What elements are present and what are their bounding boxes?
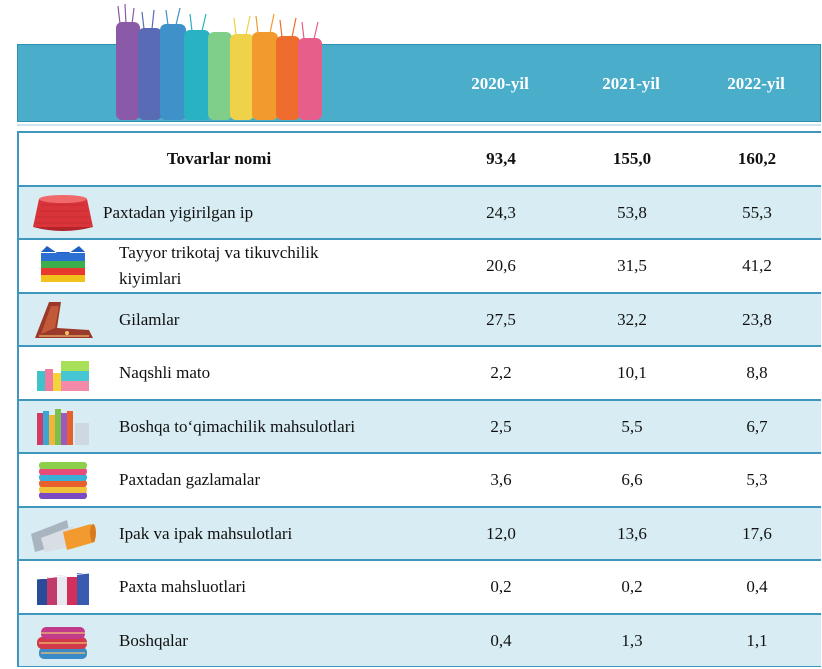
textile-products-icon <box>37 408 89 445</box>
table-row: Paxta mahsluotlari 0,2 0,2 0,4 <box>19 561 821 613</box>
row-name: Gilamlar <box>119 309 180 329</box>
table-row: Gilamlar 27,5 32,2 23,8 <box>19 294 821 345</box>
year-2022-header: 2022-yil <box>727 74 785 93</box>
table-row: Naqshli mato 2,2 10,1 8,8 <box>19 347 821 399</box>
row-name: Paxtadan yigirilgan ip <box>103 202 254 222</box>
yarn-skeins-image <box>116 3 322 120</box>
fabric-rolls-icon <box>37 361 89 391</box>
row-name: Boshqalar <box>119 630 188 650</box>
value-2020: 2,5 <box>490 416 512 436</box>
value-2022: 23,8 <box>742 309 772 329</box>
table-row: Tayyor trikotaj va tikuvchilik kiyimlari… <box>19 240 821 292</box>
towel-stack-icon <box>39 462 87 499</box>
value-2022: 1,1 <box>746 630 768 650</box>
yarn-spool-icon <box>33 194 93 231</box>
value-2022: 55,3 <box>742 202 772 222</box>
value-2020: 0,2 <box>490 577 512 596</box>
value-2022: 6,7 <box>746 416 768 436</box>
row-name-line1: Tayyor trikotaj va tikuvchilik <box>119 243 319 262</box>
row-name: Naqshli mato <box>119 363 211 382</box>
value-2021: 53,8 <box>617 202 647 222</box>
value-2020: 27,5 <box>486 309 516 329</box>
value-2021: 1,3 <box>621 630 643 650</box>
row-name: Tayyor trikotaj va tikuvchilik kiyimlari <box>119 240 318 292</box>
table-head-row: Tovarlar nomi 93,4 155,0 160,2 <box>19 133 821 185</box>
value-2022: 0,4 <box>746 577 768 596</box>
row-name: Boshqa to‘qimachilik mahsulotlari <box>119 416 356 436</box>
value-2022: 8,8 <box>746 363 768 382</box>
value-2021: 32,2 <box>617 309 647 329</box>
value-2022: 17,6 <box>742 523 772 543</box>
silk-rolls-icon <box>31 519 96 552</box>
value-2020: 24,3 <box>486 202 516 222</box>
cotton-goods-icon <box>36 572 90 605</box>
year-2021-header: 2021-yil <box>602 74 660 93</box>
value-2022: 41,2 <box>742 256 772 275</box>
table-row: Ipak va ipak mahsulotlari 12,0 13,6 17,6 <box>19 508 821 559</box>
column-label-goods: Tovarlar nomi <box>166 149 272 168</box>
value-2021: 5,5 <box>621 416 643 436</box>
table-row: Boshqa to‘qimachilik mahsulotlari 2,5 5,… <box>19 401 821 452</box>
value-2021: 10,1 <box>617 363 647 382</box>
year-2020-header: 2020-yil <box>471 74 529 93</box>
table-row: Paxtadan gazlamalar 3,6 6,6 5,3 <box>19 454 821 506</box>
table-row: Paxtadan yigirilgan ip 24,3 53,8 55,3 <box>19 187 821 238</box>
table-row: Boshqalar 0,4 1,3 1,1 <box>19 615 821 666</box>
value-2021: 6,6 <box>621 470 643 489</box>
value-2020: 0,4 <box>490 630 512 650</box>
row-name: Paxtadan gazlamalar <box>119 470 261 489</box>
value-2020: 20,6 <box>486 256 516 275</box>
row-name: Ipak va ipak mahsulotlari <box>119 523 293 543</box>
value-2022: 5,3 <box>746 470 768 489</box>
total-2022: 160,2 <box>737 149 777 168</box>
value-2020: 3,6 <box>490 470 512 489</box>
value-2021: 0,2 <box>621 577 643 596</box>
carpet-icon <box>35 301 93 338</box>
folded-clothes-icon <box>41 246 85 282</box>
value-2020: 12,0 <box>486 523 516 543</box>
header-divider <box>17 124 821 126</box>
total-2020: 93,4 <box>486 149 516 168</box>
total-2021: 155,0 <box>612 149 652 168</box>
value-2021: 13,6 <box>617 523 647 543</box>
row-name-line2: kiyimlari <box>119 269 182 288</box>
textile-exports-table: Tovarlar nomi 93,4 155,0 160,2 Paxtadan … <box>17 131 821 667</box>
value-2020: 2,2 <box>490 363 512 382</box>
other-textiles-icon <box>37 626 87 659</box>
row-name: Paxta mahsluotlari <box>119 577 247 596</box>
value-2021: 31,5 <box>617 256 647 275</box>
